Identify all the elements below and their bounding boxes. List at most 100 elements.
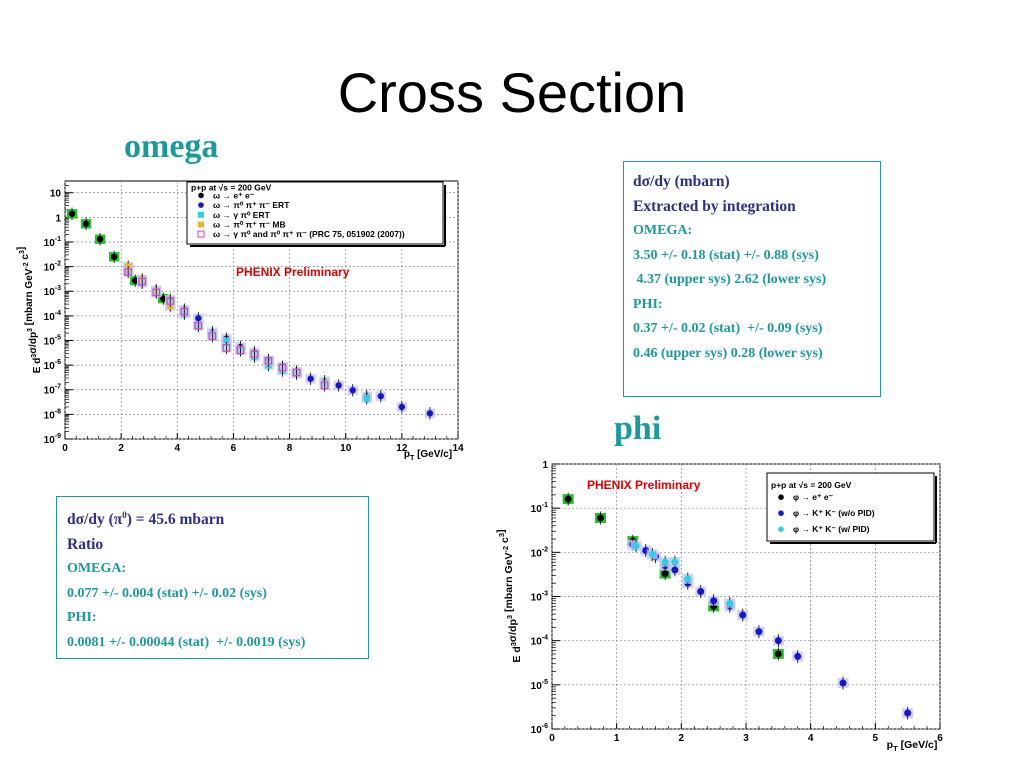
y-tick-label: 10-2: [531, 546, 548, 559]
legend-header: p+p at √s = 200 GeV: [191, 183, 272, 193]
data-point: [195, 315, 202, 322]
preliminary-annotation: PHENIX Preliminary: [236, 265, 350, 279]
series-2: [630, 539, 736, 610]
data-point: [648, 550, 656, 558]
box-line: 0.0081 +/- 0.00044 (stat) +/- 0.0019 (sy…: [67, 634, 306, 650]
box-line: 3.50 +/- 0.18 (stat) +/- 0.88 (sys): [633, 247, 819, 263]
box-line: 4.37 (upper sys) 2.62 (lower sys): [633, 272, 827, 287]
x-tick-label: 6: [231, 443, 237, 454]
data-point: [349, 387, 356, 394]
data-point: [264, 356, 273, 365]
data-point: [96, 235, 104, 243]
legend-entry: ω → γ π⁰ and π⁰ π⁺ π⁻ (PRC 75, 051902 (2…: [213, 229, 405, 239]
data-point: [426, 410, 434, 417]
x-tick-label: 2: [679, 733, 685, 744]
legend-frame: [766, 472, 935, 542]
box-line: dσ/dy (π0) = 45.6 mbarn: [67, 503, 368, 533]
legend-marker: [197, 230, 205, 238]
data-point: [904, 709, 912, 717]
data-point: [377, 392, 385, 400]
x-tick-label: 5: [873, 733, 879, 744]
box-line: Ratio: [67, 535, 104, 553]
data-point: [398, 403, 406, 411]
data-point: [774, 637, 782, 645]
x-tick-label: 1: [614, 733, 620, 744]
data-point: [710, 597, 718, 605]
box-line: OMEGA:: [67, 561, 127, 577]
data-point: [236, 346, 245, 355]
box-line: 0.077 +/- 0.004 (stat) +/- 0.02 (sys): [67, 585, 267, 601]
legend-marker: [778, 494, 784, 501]
data-point: [320, 381, 329, 390]
legend-header: p+p at √s = 200 GeV: [771, 480, 852, 490]
data-point: [278, 363, 287, 372]
legend-marker: [778, 510, 784, 516]
pi0-value: ) = 45.6 mbarn: [126, 511, 225, 529]
y-axis-label: E d3σ/dp3 [mbarn GeV-2 c3]: [16, 247, 43, 374]
data-point: [839, 679, 847, 687]
y-tick-label: 10-4: [531, 635, 548, 648]
x-tick-label: 2: [118, 443, 124, 454]
x-tick-label: 4: [175, 443, 181, 454]
y-tick-label: 10-5: [531, 679, 548, 692]
box-line: dσ/dy (mbarn): [633, 173, 730, 190]
x-tick-label: 0: [549, 733, 555, 744]
legend-entry: ω → γ π⁰ ERT: [213, 210, 271, 220]
data-point: [684, 575, 692, 583]
data-point: [671, 558, 679, 566]
data-point: [223, 338, 230, 345]
data-point: [632, 542, 640, 550]
chart-phi: 0 1 2 3 4 5 6 10-6 10-5 10-4 10-3 10-2 10-1 1 pT [GeV/…: [495, 460, 943, 753]
box-line: PHI:: [633, 296, 663, 312]
box-line: OMEGA:: [633, 223, 693, 238]
legend: p+p at √s = 200 GeV φ → e⁺ e⁻ φ → K⁺ K⁻ (w…: [766, 472, 937, 544]
legend-entry: ω → π⁰ π⁺ π⁻ ERT: [213, 200, 290, 210]
data-point: [774, 650, 782, 658]
legend-marker: [198, 211, 204, 218]
data-point: [208, 332, 217, 340]
pi0-text: dσ/dy (π: [67, 511, 123, 529]
y-tick-label: 10-5: [44, 334, 61, 347]
legend-entry: φ → K⁺ K⁻ (w/o PID): [793, 508, 875, 518]
data-point: [194, 321, 203, 330]
data-point: [307, 375, 314, 382]
x-tick-label: 10: [340, 443, 352, 454]
phi-heading: phi: [614, 410, 662, 447]
y-tick-label: 10-2: [44, 261, 61, 274]
legend-entry: φ → K⁺ K⁻ (w/ PID): [793, 524, 870, 534]
omega-heading: omega: [124, 128, 219, 165]
box-line: 0.46 (upper sys) 0.28 (lower sys): [633, 345, 823, 361]
data-point: [124, 268, 132, 276]
data-point: [671, 566, 679, 574]
data-point: [152, 288, 161, 297]
data-point: [222, 344, 231, 352]
y-tick-label: 10-3: [44, 285, 61, 298]
x-tick-label: 6: [937, 733, 943, 744]
data-point: [110, 253, 118, 261]
data-point: [597, 514, 604, 522]
data-point: [292, 368, 301, 377]
data-point: [82, 220, 90, 227]
legend-entry: ω → e⁺ e⁻: [213, 190, 255, 200]
y-tick-label: 10-6: [531, 723, 548, 736]
x-tick-label: 0: [62, 443, 68, 454]
legend-marker: [198, 202, 204, 208]
ratio-box: dσ/dy (π0) = 45.6 mbarn Ratio OMEGA: 0.0…: [56, 496, 369, 659]
x-tick-label: 12: [396, 443, 408, 454]
y-tick-label: 10: [50, 189, 62, 200]
y-tick-label: 10-7: [44, 384, 61, 397]
x-axis-label: pT [GeV/c]: [404, 449, 452, 462]
integrated-cross-section-box: dσ/dy (mbarn) Extracted by integration O…: [623, 161, 881, 397]
legend-marker: [778, 526, 784, 532]
legend-marker: [198, 192, 204, 199]
y-axis-label: E d3σ/dp3 [mbarn GeV-2 c3]: [495, 529, 523, 662]
y-tick-label: 1: [55, 213, 61, 224]
legend-frame: [186, 181, 444, 245]
box-line: 0.37 +/- 0.02 (stat) +/- 0.09 (sys): [633, 321, 823, 336]
data-point: [160, 295, 167, 302]
x-tick-label: 4: [808, 733, 814, 744]
y-tick-label: 1: [542, 460, 548, 471]
x-tick-label: 8: [287, 443, 293, 454]
